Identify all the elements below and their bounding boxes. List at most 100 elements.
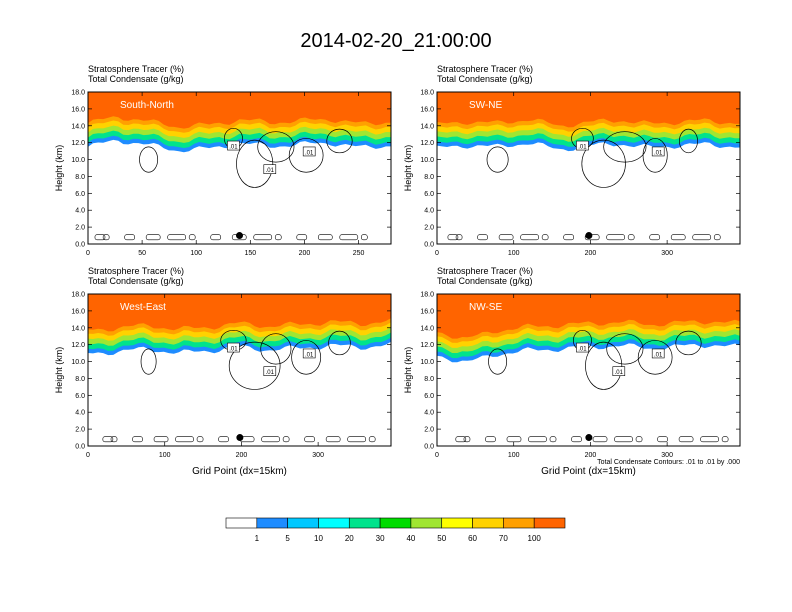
surface-contour: [477, 234, 488, 241]
surface-contour: [549, 436, 557, 443]
y-tick-label: 12.0: [71, 140, 85, 147]
y-tick-label: 2.0: [75, 427, 85, 434]
location-marker: [236, 434, 244, 442]
page-title: 2014-02-20_21:00:00: [300, 30, 492, 52]
contour-label-box: [227, 342, 240, 353]
colorbar-swatch: [287, 517, 319, 529]
colorbar-label: 60: [468, 534, 477, 543]
surface-contour: [218, 436, 229, 443]
condensate-contour: [288, 138, 324, 173]
colorbar-label: 100: [528, 534, 542, 543]
condensate-contour: [257, 131, 295, 163]
panel-frame: [436, 91, 741, 245]
surface-contour: [102, 234, 110, 241]
x-tick-label: 50: [138, 250, 146, 257]
y-tick-label: 14.0: [71, 325, 85, 332]
y-tick-label: 16.0: [420, 106, 434, 113]
surface-contour: [657, 436, 668, 443]
y-tick-label: 10.0: [420, 157, 434, 164]
x-tick-label: 150: [244, 250, 256, 257]
surface-contour: [132, 436, 143, 443]
contour-label-box: [263, 164, 277, 174]
contour-label-box: [612, 366, 626, 376]
surface-contour: [368, 436, 376, 443]
section-label: South-North: [120, 100, 174, 111]
condensate-contour: [326, 128, 353, 154]
surface-contour: [571, 436, 582, 443]
x-tick-label: 200: [585, 452, 597, 459]
x-tick-label: 300: [661, 452, 673, 459]
x-tick-label: 100: [190, 250, 202, 257]
condensate-contour: [488, 348, 508, 375]
section-label: West-East: [120, 302, 166, 313]
x-tick-label: 0: [435, 452, 439, 459]
y-tick-label: 0.0: [424, 242, 434, 249]
contour-label: .01: [578, 145, 587, 151]
surface-contour: [713, 234, 721, 241]
y-tick-label: 8.0: [75, 174, 85, 181]
location-marker: [585, 434, 593, 442]
section-label: SW-NE: [469, 100, 502, 111]
colorbar-swatch: [533, 517, 566, 529]
x-tick-label: 0: [435, 250, 439, 257]
condensate-contour: [606, 333, 644, 365]
contour-label: .01: [578, 347, 587, 353]
y-axis-label: Height (km): [54, 347, 64, 394]
y-tick-label: 2.0: [424, 427, 434, 434]
surface-contour: [635, 436, 643, 443]
condensate-contour: [642, 138, 668, 173]
colorbar-swatch: [410, 517, 443, 529]
surface-contour: [692, 234, 712, 241]
panel-header-tracer: Stratosphere Tracer (%): [88, 266, 184, 276]
tracer-field: [437, 92, 740, 241]
surface-contour: [700, 436, 719, 443]
contour-label: .01: [305, 150, 314, 156]
x-tick-label: 200: [236, 452, 248, 459]
panel-frame: [87, 91, 392, 245]
y-tick-label: 4.0: [75, 208, 85, 215]
y-tick-label: 8.0: [424, 174, 434, 181]
colorbar-swatch: [256, 517, 288, 529]
x-tick-label: 100: [159, 452, 171, 459]
x-tick-label: 200: [299, 250, 311, 257]
y-tick-label: 10.0: [420, 359, 434, 366]
condensate-contour: [328, 330, 351, 356]
surface-contour: [361, 234, 368, 241]
y-tick-label: 6.0: [424, 191, 434, 198]
cross-section-panel-1: Stratosphere Tracer (%)Total Condensate …: [54, 64, 392, 257]
y-tick-label: 2.0: [424, 225, 434, 232]
contour-label: .01: [305, 352, 314, 358]
x-tick-label: 300: [312, 452, 324, 459]
y-tick-label: 16.0: [71, 106, 85, 113]
surface-contour: [721, 436, 729, 443]
contour-footer-note: Total Condensate Contours: .01 to .01 by…: [597, 459, 740, 466]
surface-contour: [541, 234, 549, 241]
y-tick-label: 4.0: [424, 208, 434, 215]
y-tick-label: 18.0: [420, 90, 434, 97]
colorbar-swatch: [441, 517, 473, 529]
x-tick-label: 100: [508, 452, 520, 459]
condensate-contour: [140, 348, 157, 375]
y-tick-label: 18.0: [71, 90, 85, 97]
surface-contour: [347, 436, 366, 443]
condensate-contour: [291, 340, 322, 375]
surface-contour: [447, 234, 459, 241]
panel-frame: [436, 293, 741, 447]
surface-contour: [282, 436, 290, 443]
y-tick-label: 12.0: [420, 342, 434, 349]
colorbar-label: 40: [406, 534, 415, 543]
x-tick-label: 0: [86, 250, 90, 257]
surface-contour: [253, 234, 273, 241]
y-tick-label: 18.0: [71, 292, 85, 299]
y-tick-label: 0.0: [75, 444, 85, 451]
surface-contour: [94, 234, 106, 241]
location-marker: [236, 232, 243, 240]
condensate-contour: [675, 330, 702, 356]
x-tick-label: 250: [353, 250, 365, 257]
condensate-contour: [260, 333, 292, 365]
colorbar-swatch: [379, 517, 412, 529]
colorbar-label: 20: [345, 534, 354, 543]
surface-contour: [261, 436, 280, 443]
condensate-contour: [236, 139, 274, 188]
y-axis-label: Height (km): [54, 145, 64, 192]
